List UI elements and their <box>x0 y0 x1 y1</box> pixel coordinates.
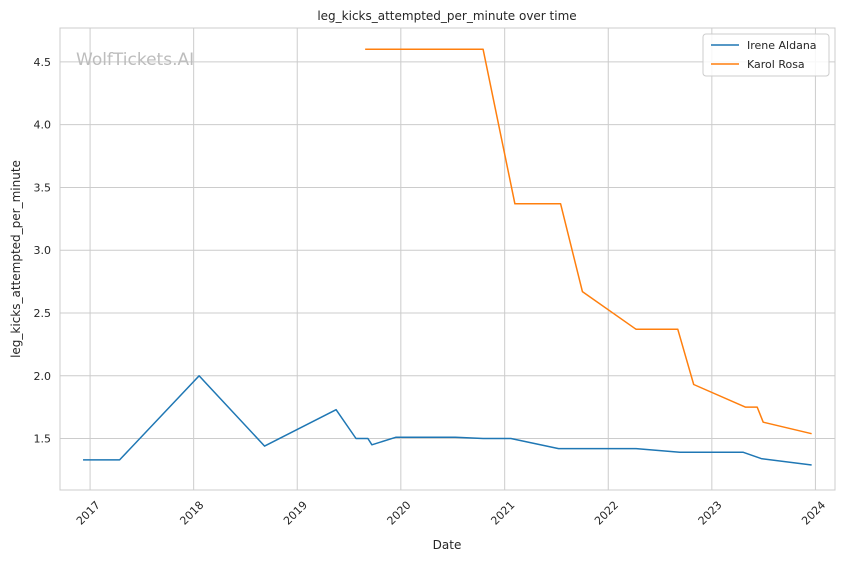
y-tick-label: 1.5 <box>34 433 52 446</box>
series-line-karol-rosa <box>365 48 812 435</box>
chart-title: leg_kicks_attempted_per_minute over time <box>317 9 576 23</box>
legend: Irene Aldana Karol Rosa <box>702 33 830 77</box>
plot-frame <box>59 27 836 491</box>
y-tick-label: 4.5 <box>34 56 52 69</box>
y-tick-label: 2.0 <box>34 370 52 383</box>
x-axis-label: Date <box>433 538 462 552</box>
y-tick-label: 3.5 <box>34 181 52 194</box>
series-line-irene-aldana <box>83 375 812 466</box>
y-tick-label: 4.0 <box>34 119 52 132</box>
series-layer <box>83 48 812 466</box>
y-tick-label: 2.5 <box>34 307 52 320</box>
watermark-text: WolfTickets.AI <box>76 50 194 70</box>
legend-label-irene-aldana: Irene Aldana <box>747 39 817 52</box>
y-axis-label: leg_kicks_attempted_per_minute <box>9 160 23 358</box>
legend-label-karol-rosa: Karol Rosa <box>747 58 805 71</box>
plot-area <box>60 28 835 490</box>
y-tick-label: 3.0 <box>34 244 52 257</box>
grid <box>60 28 835 490</box>
